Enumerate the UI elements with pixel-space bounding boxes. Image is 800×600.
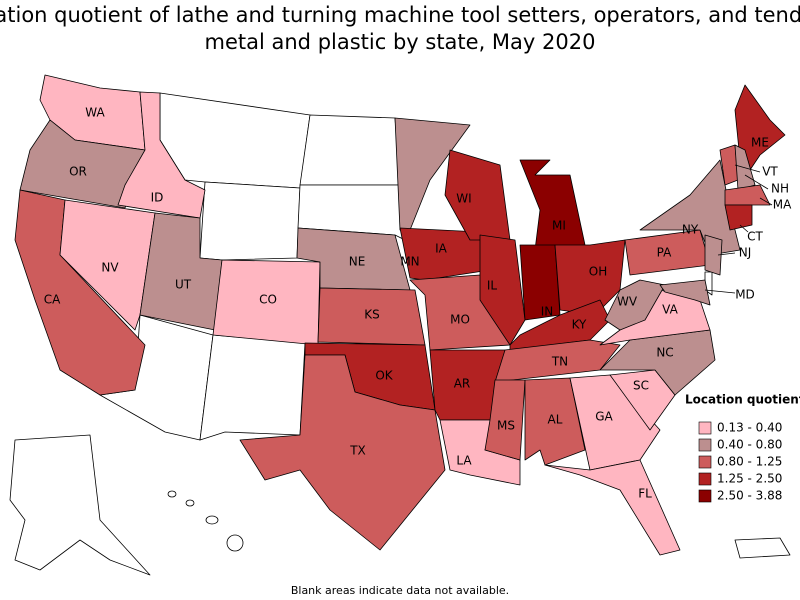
leader-line [704,289,736,294]
state-label: MS [497,419,515,433]
state [544,459,681,556]
leader-lines [704,164,773,294]
state-no-data [199,334,306,441]
state [494,339,621,383]
territory-no-data [734,537,791,559]
legend-swatch [698,438,712,452]
map-title: Location quotient of lathe and turning m… [0,3,800,54]
leader-line [739,224,749,233]
state-label: NY [682,223,699,237]
state [724,204,753,231]
legend-swatch [698,421,712,435]
state-label: ID [151,191,164,205]
state-label: LA [456,454,472,468]
state-no-data [159,92,311,189]
state-label: KY [572,318,587,332]
state-label: MO [450,313,470,327]
state-no-data [199,181,301,261]
state [569,374,661,471]
state-label: ME [751,136,769,150]
title-line: metal and plastic by state, May 2020 [205,30,596,54]
state-no-data [205,515,219,525]
leader-line [759,197,773,206]
state-no-data [299,114,401,186]
legend-swatch [698,472,712,486]
state-label: NV [101,261,119,275]
state [479,234,526,346]
state-label: MN [400,255,419,269]
footnote: Blank areas indicate data not available. [291,584,509,597]
leader-line [744,174,769,190]
title-line: Location quotient of lathe and turning m… [0,3,800,27]
state-label: CA [44,293,61,307]
state [117,91,206,219]
state-label: WV [617,295,638,309]
state-label: KS [364,308,380,322]
state [704,234,723,276]
state-no-data [297,184,406,241]
state-label: SC [633,379,649,393]
state-label: GA [595,410,613,424]
state [19,119,146,209]
state-label: MD [735,288,755,302]
state-label: AL [548,413,563,427]
state [659,279,711,306]
legend-title: Location quotient [685,393,800,407]
legend: 0.13 - 0.40 0.40 - 0.80 0.80 - 1.25 1.25 - … [698,421,782,503]
state-label: OK [375,369,393,383]
legend-swatch [698,455,712,469]
state-label: AR [454,377,471,391]
state-label: VA [662,303,678,317]
state-label: WI [456,192,471,206]
state-label: TX [349,444,366,458]
state-label: NE [349,255,366,269]
state [734,84,786,171]
state-label: IL [487,279,498,293]
legend-swatch [698,489,712,503]
legend-label: 2.50 - 3.88 [717,489,782,503]
state [444,149,511,241]
state-label: IA [435,242,448,256]
state-label: WA [85,106,105,120]
state [239,354,446,551]
state-label: MA [773,198,792,212]
state-no-data [226,534,244,552]
legend-label: 0.40 - 0.80 [717,438,782,452]
state-label: CO [259,293,277,307]
legend-label: 0.80 - 1.25 [717,455,782,469]
state-label: CT [747,230,763,244]
state [724,184,771,206]
state-label: PA [657,246,672,260]
state-label: UT [175,278,192,292]
state [519,159,586,251]
state-label: TN [551,355,568,369]
state [394,117,471,231]
state-no-data [167,490,177,498]
state-no-data [185,499,195,507]
state-label: OH [589,265,607,279]
leader-line [717,252,736,256]
state-label: NJ [739,246,752,260]
state-label: MI [552,219,566,233]
state [639,159,741,256]
state [59,199,156,331]
state-label: VT [762,165,778,179]
state-label: OR [69,165,87,179]
state-no-data [9,434,151,576]
state-label: NH [771,182,789,196]
state-label: NC [656,346,673,360]
state-labels: WA OR CA NV ID UT CO NE KS OK TX MN IA MO AR LA WI IL MI IN… [44,106,792,501]
state-label: FL [638,487,652,501]
state [484,379,526,461]
legend-label: 0.13 - 0.40 [717,421,782,435]
state [604,279,666,331]
state-label: IN [541,305,554,319]
leader-line [734,164,761,173]
legend-label: 1.25 - 2.50 [717,472,782,486]
